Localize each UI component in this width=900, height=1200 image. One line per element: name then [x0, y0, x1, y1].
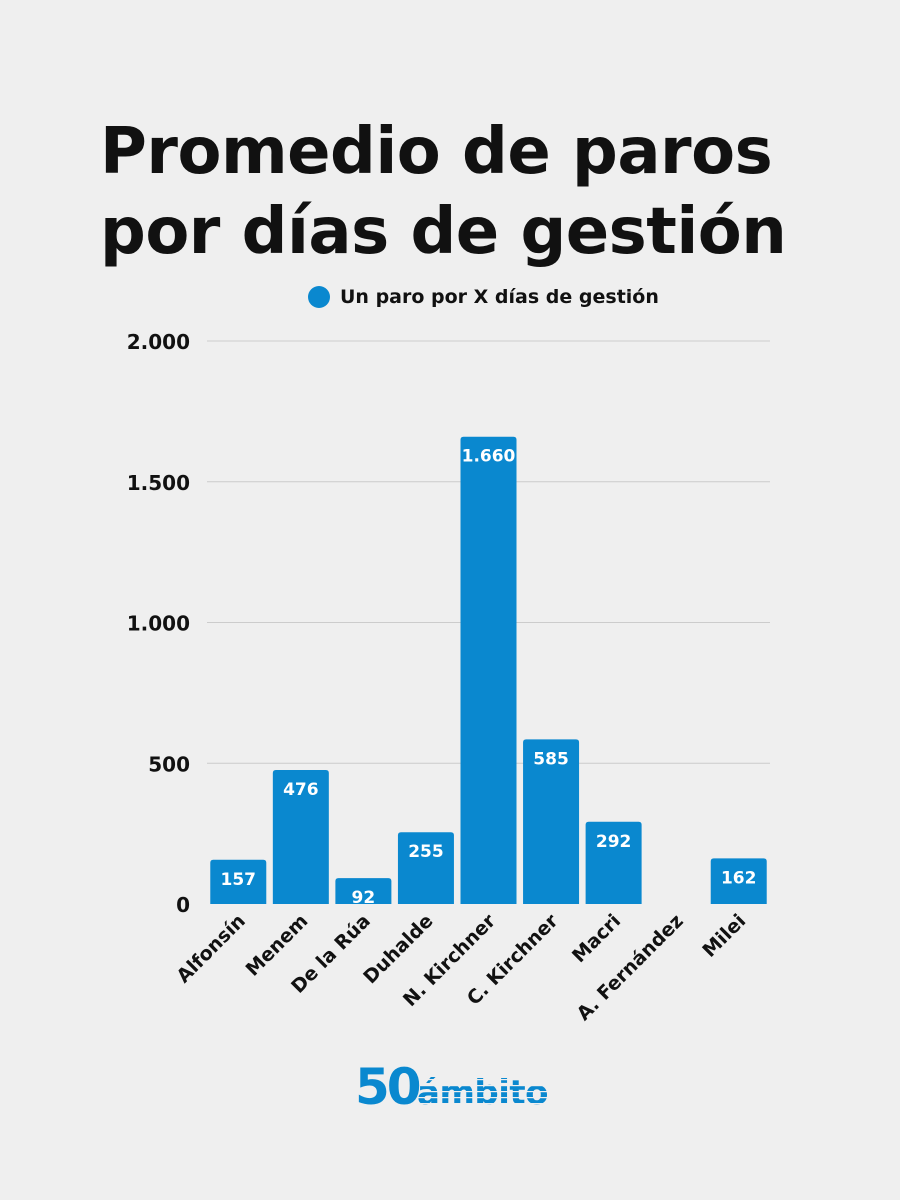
bar-value-label: 157: [221, 870, 257, 890]
x-tick-label: Alfonsín: [172, 910, 249, 987]
logo-name: ámbito: [417, 1073, 548, 1110]
y-tick-label: 500: [148, 752, 190, 776]
y-tick-label: 1.000: [127, 612, 190, 636]
bar-3: [397, 832, 454, 904]
x-tick-label: A. Fernández: [573, 910, 688, 1025]
bar-value-label: 292: [596, 832, 632, 852]
chart-title: Promedio de paros por días de gestión: [100, 112, 860, 272]
bar-2: [335, 878, 392, 904]
legend-swatch-icon: [308, 286, 330, 308]
bar-value-label: 255: [408, 842, 444, 862]
chart-legend: Un paro por X días de gestión: [308, 284, 659, 310]
bar-6: [585, 821, 642, 904]
bar-value-label: 162: [721, 868, 757, 888]
bar-chart: 0 500 1.000 1.500 2.000 157 476 92 255 1.660 585 2…: [127, 330, 770, 1026]
bar-8: [710, 858, 767, 904]
y-tick-label: 2.000: [127, 330, 190, 354]
logo-number: 50: [355, 1058, 420, 1110]
bar-value-label: 92: [352, 888, 376, 908]
bar-value-label: 585: [533, 749, 569, 769]
bar-value-label: 1.660: [462, 447, 516, 467]
bar-value-label: 476: [283, 780, 319, 800]
bar-1: [272, 770, 329, 904]
bar-5: [523, 739, 580, 904]
x-tick-label: Macri: [568, 910, 625, 967]
y-tick-label: 0: [176, 893, 190, 917]
bar-0: [210, 859, 267, 904]
bars: 157 476 92 255 1.660 585 292 162: [210, 436, 767, 908]
bar-4: [460, 436, 517, 904]
legend-label: Un paro por X días de gestión: [340, 286, 659, 308]
y-axis-tick-labels: 0 500 1.000 1.500 2.000: [127, 330, 190, 917]
y-tick-label: 1.500: [127, 471, 190, 495]
chart-title-line-1: Promedio de paros: [100, 115, 773, 189]
ambito-50-logo: 50 ámbito: [355, 1058, 548, 1110]
chart-title-line-2: por días de gestión: [100, 195, 787, 269]
x-tick-label: Milei: [698, 910, 750, 962]
